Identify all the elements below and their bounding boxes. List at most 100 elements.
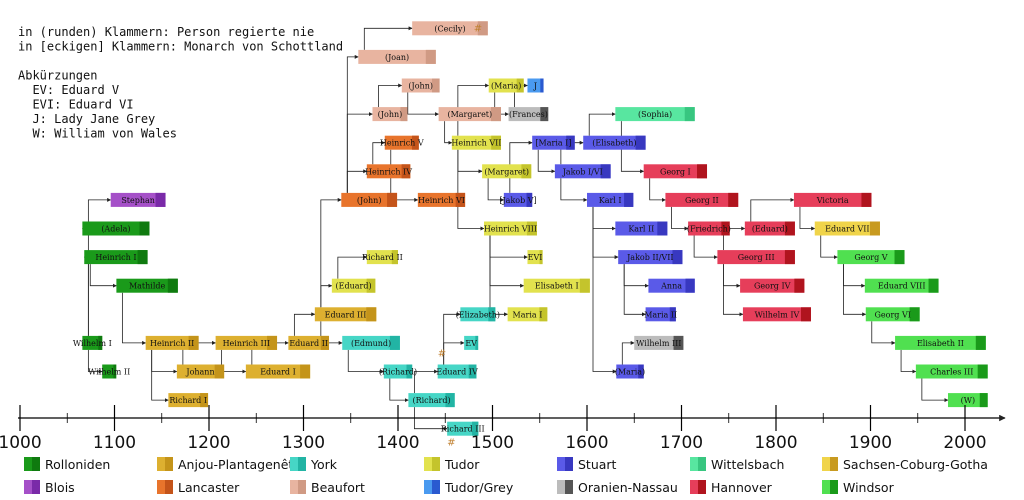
axis-tick-label: 1700 <box>660 433 703 453</box>
legend-item: Sachsen-Coburg-Gotha <box>822 457 988 472</box>
reign-bar <box>516 78 524 93</box>
person-elisabeth_s[interactable]: (Elisabeth) <box>583 135 646 150</box>
person-richard_c[interactable]: (Richard) <box>379 364 417 379</box>
person-heinrich3[interactable]: Heinrich III <box>215 335 278 350</box>
person-wilhelm2[interactable]: Wilhelm II <box>88 364 130 379</box>
person-georg4[interactable]: Georg IV <box>740 278 805 293</box>
person-wilhelm1[interactable]: Wilhelm I <box>73 335 112 350</box>
person-ev[interactable]: EV <box>464 335 479 350</box>
person-label: Karl I <box>599 196 622 205</box>
person-bar <box>483 221 537 236</box>
person-joan[interactable]: (Joan) <box>358 49 436 64</box>
person-richard3[interactable]: Richard III <box>441 421 485 436</box>
person-jakob1[interactable]: Jakob I/VI <box>554 164 611 179</box>
person-label: (Margaret) <box>484 167 529 176</box>
person-georg2[interactable]: Georg II <box>665 192 739 207</box>
person-anna[interactable]: Anna <box>648 278 695 293</box>
person-maria1[interactable]: Maria I <box>507 307 548 322</box>
person-john_g[interactable]: (John) <box>341 192 398 207</box>
person-heinrich5[interactable]: Heinrich V <box>380 135 424 150</box>
person-eduard7[interactable]: Eduard VII <box>814 221 880 236</box>
legend-swatch <box>157 480 165 494</box>
link-line <box>592 206 619 260</box>
person-john_b2[interactable]: (John) <box>401 78 440 93</box>
person-richard2[interactable]: Richard II <box>362 250 403 265</box>
person-heinrich2[interactable]: Heinrich II <box>145 335 199 350</box>
person-richard_y[interactable]: (Richard) <box>408 393 455 408</box>
person-edmund[interactable]: (Edmund) <box>342 335 400 350</box>
person-elisabeth2[interactable]: Elisabeth II <box>895 335 986 350</box>
person-bar <box>865 307 920 322</box>
axis-tick-label: 1000 <box>0 433 42 453</box>
person-wilhelm3[interactable]: Wilhelm III <box>634 335 684 350</box>
person-karl2[interactable]: Karl II <box>615 221 668 236</box>
person-eduard1[interactable]: Eduard I <box>245 364 311 379</box>
person-bar <box>915 364 988 379</box>
person-johann[interactable]: Johann <box>176 364 225 379</box>
person-margaret_b[interactable]: (Margaret) <box>438 107 502 122</box>
person-bar <box>168 393 209 408</box>
person-heinrich6[interactable]: Heinrich VI <box>417 192 466 207</box>
legend-item: Hannover <box>690 480 773 495</box>
person-label: Eduard III <box>325 310 367 319</box>
person-georg5[interactable]: Georg V <box>837 250 905 265</box>
person-karl1[interactable]: Karl I <box>587 192 634 207</box>
person-friedrich[interactable]: (Friedrich) <box>687 221 731 236</box>
person-maria_s[interactable]: [Maria I] <box>532 135 575 150</box>
person-bar <box>331 278 376 293</box>
person-bar <box>288 335 330 350</box>
reign-bar <box>425 49 436 64</box>
person-maria2[interactable]: Maria II <box>644 307 677 322</box>
person-bar <box>460 307 496 322</box>
person-label: (Frances) <box>509 110 548 119</box>
person-elizabeth_y[interactable]: (Elizabeth) <box>456 307 500 322</box>
link-line <box>799 206 816 231</box>
person-georg3[interactable]: Georg III <box>717 250 795 265</box>
person-eduard3[interactable]: Eduard III <box>314 307 377 322</box>
reign-bar <box>669 307 676 322</box>
legend-swatch-dark <box>830 480 838 494</box>
person-label: (Adela) <box>101 225 130 234</box>
person-georg6[interactable]: Georg VI <box>865 307 920 322</box>
person-heinrich1[interactable]: Heinrich I <box>84 250 148 265</box>
person-bar <box>645 307 676 322</box>
person-eduard_h[interactable]: (Eduard) <box>744 221 795 236</box>
person-j[interactable]: J <box>527 78 544 93</box>
person-cecily[interactable]: (Cecily) <box>412 21 488 36</box>
person-heinrich7[interactable]: Heinrich VII <box>451 135 501 150</box>
person-w[interactable]: (W) <box>947 393 988 408</box>
person-heinrich4[interactable]: Heinrich IV <box>365 164 412 179</box>
reign-bar <box>624 192 634 207</box>
person-maria_t[interactable]: (Maria) <box>488 78 524 93</box>
person-label: Georg II <box>685 196 719 205</box>
person-richard1[interactable]: Richard I <box>168 393 209 408</box>
link-line <box>346 54 359 193</box>
person-jakob2[interactable]: Jakob II/VII <box>618 250 683 265</box>
person-frances[interactable]: (Frances) <box>508 107 549 122</box>
person-wilhelm4[interactable]: Wilhelm IV <box>742 307 811 322</box>
person-charles3[interactable]: Charles III <box>915 364 988 379</box>
person-elisabeth1[interactable]: Elisabeth I <box>523 278 590 293</box>
person-adela[interactable]: (Adela) <box>82 221 150 236</box>
link-line <box>151 349 178 374</box>
person-victoria[interactable]: Victoria <box>793 192 872 207</box>
person-georg1[interactable]: Georg I <box>643 164 708 179</box>
person-eduard2[interactable]: Eduard II <box>288 335 330 350</box>
person-sophia[interactable]: (Sophia) <box>615 107 695 122</box>
person-margaret_t[interactable]: (Margaret) <box>482 164 532 179</box>
person-maria_o[interactable]: (Maria) <box>615 364 645 379</box>
person-jakob5[interactable]: [Jakob V] <box>499 192 537 207</box>
legend-swatch-dark <box>298 480 306 494</box>
legend-item: Tudor/Grey <box>424 480 514 495</box>
person-eduard8[interactable]: Eduard VIII <box>864 278 939 293</box>
legend-swatch <box>290 480 298 494</box>
person-stephan[interactable]: Stephan <box>110 192 166 207</box>
person-heinrich8[interactable]: Heinrich VIII <box>483 221 537 236</box>
link-line <box>407 92 440 117</box>
person-mathilde[interactable]: Mathilde <box>116 278 178 293</box>
legend-swatch-dark <box>830 457 838 471</box>
person-evi[interactable]: EVI <box>527 250 543 265</box>
person-john_b1[interactable]: (John) <box>372 107 408 122</box>
person-eduard_bp[interactable]: (Eduard) <box>331 278 376 293</box>
person-eduard4[interactable]: Eduard IV <box>436 364 478 379</box>
